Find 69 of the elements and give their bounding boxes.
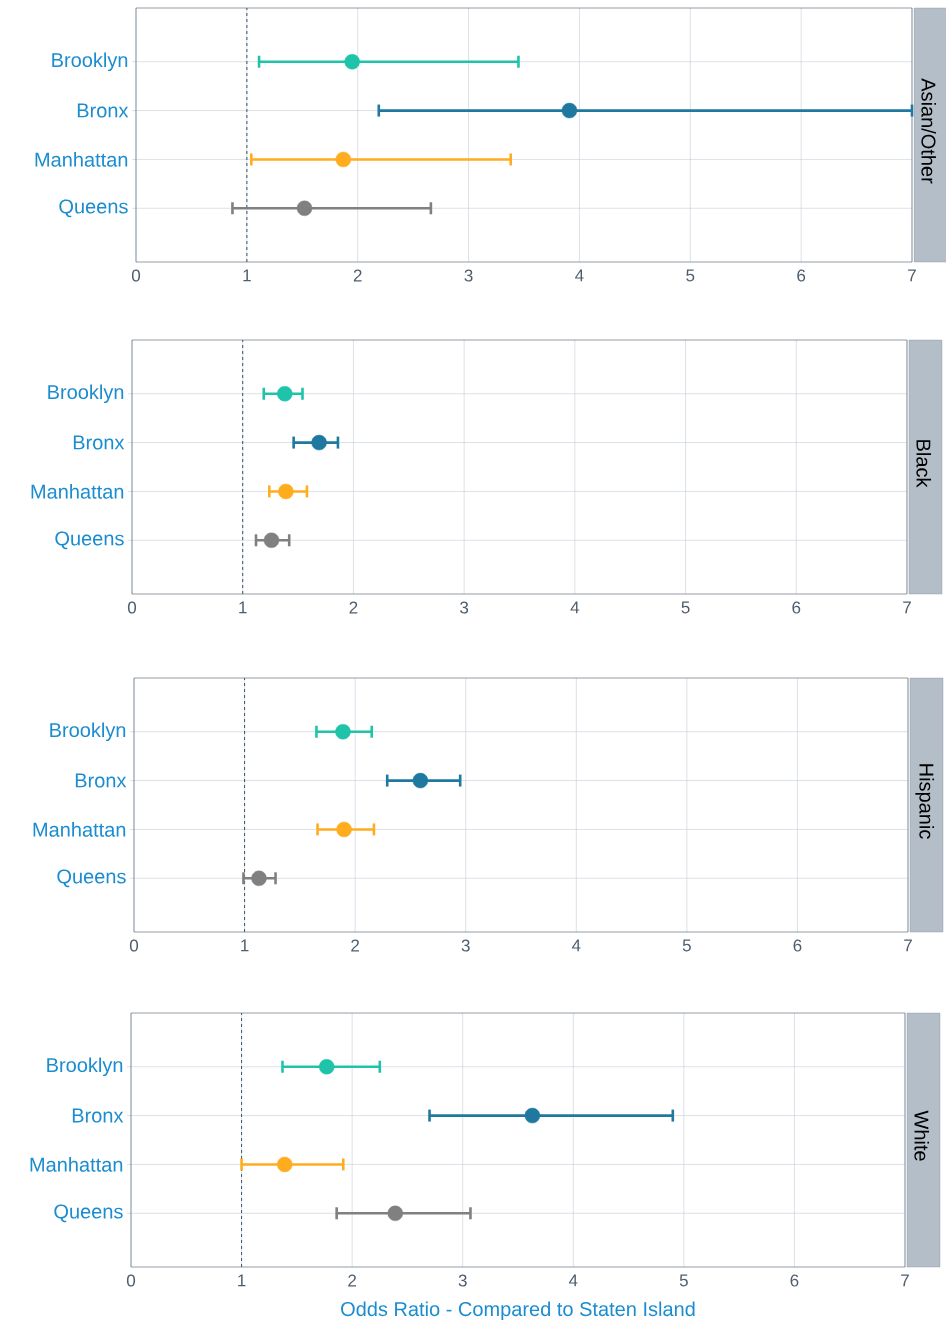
y-tick-label: Queens bbox=[54, 1204, 123, 1223]
y-tick-label: Brooklyn bbox=[52, 52, 128, 72]
point bbox=[278, 483, 294, 500]
point bbox=[524, 1107, 541, 1124]
x-tick-label: 7 bbox=[903, 601, 911, 614]
x-axis-title: Odds Ratio - Compared to Staten Island bbox=[341, 1301, 695, 1321]
x-tick-label: 1 bbox=[238, 1274, 246, 1287]
point bbox=[344, 54, 360, 70]
point bbox=[412, 772, 429, 789]
text: Black bbox=[916, 440, 932, 488]
x-tick-label: 6 bbox=[790, 1274, 799, 1287]
y-tick-label: Manhattan bbox=[35, 152, 128, 167]
point bbox=[336, 821, 352, 838]
x-tick-label: 1 bbox=[239, 601, 247, 614]
y-tick-label: Bronx bbox=[73, 435, 125, 450]
y-tick-label: Manhattan bbox=[31, 484, 124, 499]
x-tick-label: 7 bbox=[908, 269, 916, 282]
y-tick-label: Brooklyn bbox=[48, 384, 124, 404]
x-tick-label: 0 bbox=[127, 601, 137, 614]
point bbox=[335, 151, 352, 168]
point bbox=[319, 1059, 335, 1075]
y-tick-label: Manhattan bbox=[30, 1157, 123, 1172]
x-tick-label: 3 bbox=[464, 269, 473, 282]
x-tick-label: 0 bbox=[131, 269, 141, 282]
x-tick-label: 4 bbox=[575, 269, 584, 282]
point bbox=[387, 1205, 403, 1221]
y-tick-label: Queens bbox=[57, 869, 126, 888]
point bbox=[277, 386, 293, 402]
x-tick-label: 5 bbox=[679, 1274, 688, 1287]
text: White bbox=[914, 1110, 930, 1161]
x-tick-label: 1 bbox=[241, 939, 249, 952]
x-tick-label: 5 bbox=[682, 939, 691, 952]
point bbox=[296, 200, 313, 216]
x-tick-label: 7 bbox=[904, 939, 912, 952]
y-tick-label: Brooklyn bbox=[50, 722, 126, 742]
y-tick-label: Queens bbox=[55, 531, 124, 550]
x-tick-label: 2 bbox=[349, 601, 358, 614]
x-tick-label: 4 bbox=[568, 1274, 578, 1287]
point bbox=[263, 532, 280, 548]
x-tick-label: 2 bbox=[351, 939, 360, 952]
y-tick-label: Manhattan bbox=[33, 822, 126, 837]
x-tick-label: 0 bbox=[126, 1274, 136, 1287]
x-tick-label: 4 bbox=[570, 601, 580, 614]
x-tick-label: 2 bbox=[353, 269, 362, 282]
x-tick-label: 1 bbox=[243, 269, 251, 282]
point bbox=[311, 434, 327, 451]
point bbox=[561, 102, 578, 119]
x-tick-label: 4 bbox=[571, 939, 581, 952]
y-tick-label: Bronx bbox=[72, 1108, 124, 1123]
y-tick-label: Queens bbox=[59, 199, 128, 218]
x-tick-label: 3 bbox=[461, 939, 470, 952]
x-tick-label: 6 bbox=[792, 601, 801, 614]
x-tick-label: 5 bbox=[681, 601, 690, 614]
text: Hispanic bbox=[915, 764, 935, 839]
y-tick-label: Brooklyn bbox=[47, 1057, 123, 1077]
x-tick-label: 2 bbox=[348, 1274, 357, 1287]
x-tick-label: 6 bbox=[797, 269, 806, 282]
y-tick-label: Bronx bbox=[77, 103, 129, 118]
y-tick-label: Bronx bbox=[75, 773, 127, 788]
text: Asian/Other bbox=[921, 78, 937, 184]
x-tick-label: 7 bbox=[901, 1274, 909, 1287]
point bbox=[276, 1156, 293, 1173]
point bbox=[335, 724, 351, 740]
x-tick-label: 3 bbox=[460, 601, 469, 614]
x-tick-label: 6 bbox=[793, 939, 802, 952]
x-tick-label: 3 bbox=[458, 1274, 467, 1287]
point bbox=[251, 870, 267, 886]
x-tick-label: 0 bbox=[129, 939, 139, 952]
x-tick-label: 5 bbox=[686, 269, 695, 282]
